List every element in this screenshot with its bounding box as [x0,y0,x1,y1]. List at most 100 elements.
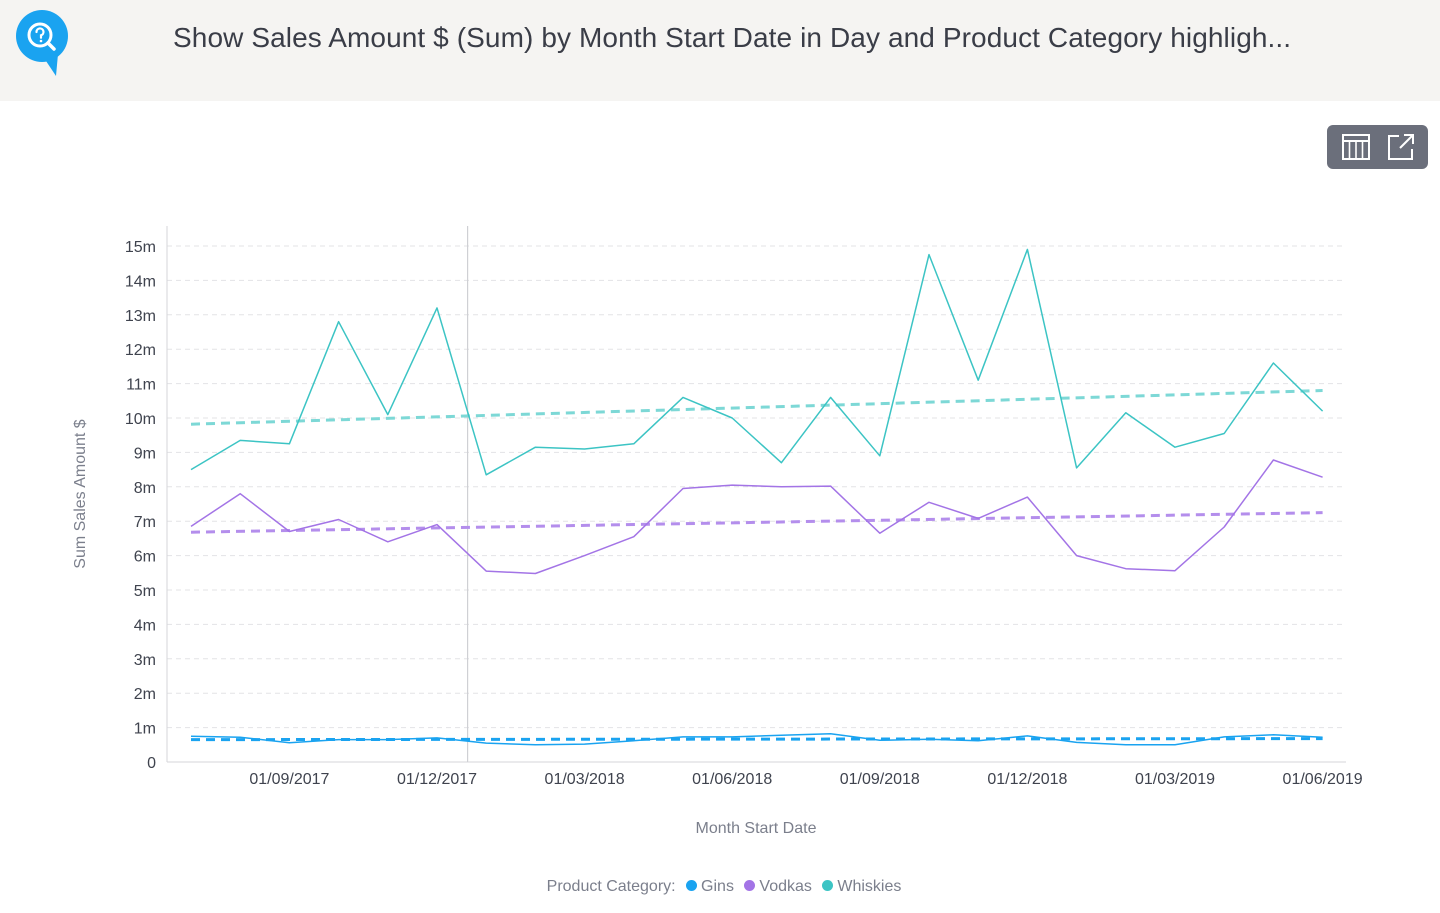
y-tick-label: 3m [134,652,156,669]
x-tick-label: 01/09/2017 [249,771,329,788]
legend-item-gins[interactable]: Gins [686,878,734,896]
legend-dot-gins [686,880,698,891]
data-point-vodkas [778,484,784,490]
data-point-gins [631,738,637,744]
data-point-vodkas [286,529,292,535]
data-point-whiskies [680,394,686,400]
x-tick-label: 01/12/2018 [987,771,1067,788]
data-point-gins [532,742,538,748]
legend-label-vodkas: Vodkas [759,878,812,895]
data-point-vodkas [1320,474,1326,480]
help-search-icon[interactable] [16,10,70,76]
data-point-vodkas [532,570,538,576]
data-point-vodkas [877,530,883,536]
data-point-gins [975,738,981,744]
data-point-gins [926,736,932,742]
y-tick-label: 11m [126,377,156,394]
data-point-gins [1074,739,1080,745]
y-tick-label: 13m [125,308,156,325]
open-external-icon[interactable] [1385,131,1417,163]
data-point-gins [1024,733,1030,739]
series-line-whiskies [190,248,1324,476]
x-tick-label: 01/06/2018 [692,771,772,788]
y-tick-label: 12m [125,342,156,359]
data-point-whiskies [582,446,588,452]
data-point-vodkas [729,482,735,488]
x-tick-label: 01/06/2019 [1283,771,1363,788]
x-tick-label: 01/03/2019 [1135,771,1215,788]
x-tick-label: 01/09/2018 [840,771,920,788]
data-point-gins [1172,742,1178,748]
data-point-gins [1320,734,1326,740]
data-point-vodkas [188,523,194,529]
data-point-whiskies [532,444,538,450]
data-point-gins [1270,732,1276,738]
data-point-whiskies [1123,410,1129,416]
chart-legend: Product Category: Gins Vodkas Whiskies [0,878,1440,896]
table-view-icon[interactable] [1340,131,1372,163]
y-tick-label: 7m [134,514,156,531]
data-point-gins [237,734,243,740]
data-point-vodkas [483,568,489,574]
data-point-vodkas [1074,553,1080,559]
data-point-gins [434,735,440,741]
y-tick-label: 6m [134,549,156,566]
x-axis-title: Month Start Date [696,820,817,837]
y-tick-label: 4m [134,617,156,634]
y-tick-label: 5m [134,583,156,600]
data-point-whiskies [1074,465,1080,471]
y-tick-label: 14m [125,273,156,290]
data-point-whiskies [1270,360,1276,366]
data-point-gins [336,737,342,743]
data-point-gins [582,741,588,747]
data-point-gins [877,737,883,743]
data-point-vodkas [336,516,342,522]
data-point-whiskies [975,377,981,383]
data-point-whiskies [828,394,834,400]
data-point-gins [188,733,194,739]
data-point-vodkas [582,553,588,559]
trend-line-whiskies [190,388,1323,426]
x-tick-label: 01/12/2017 [397,771,477,788]
data-point-vodkas [1270,457,1276,463]
legend-title: Product Category: [546,878,676,895]
data-point-whiskies [729,415,735,421]
data-point-vodkas [926,499,932,505]
data-point-whiskies [778,460,784,466]
data-point-gins [729,734,735,740]
x-tick-label: 01/03/2018 [545,771,625,788]
data-point-gins [1123,742,1129,748]
data-point-gins [778,732,784,738]
y-tick-label: 9m [134,445,156,462]
y-tick-label: 8m [134,480,156,497]
data-point-gins [385,737,391,743]
data-point-vodkas [385,539,391,545]
data-point-gins [286,740,292,746]
data-point-whiskies [926,252,932,258]
legend-label-gins: Gins [701,878,734,895]
data-point-gins [680,734,686,740]
data-point-vodkas [828,483,834,489]
series-line-gins [190,733,1323,746]
data-point-vodkas [680,486,686,492]
data-point-whiskies [1172,444,1178,450]
data-point-whiskies [188,467,194,473]
header-bar: Show Sales Amount $ (Sum) by Month Start… [0,0,1440,101]
data-point-vodkas [1123,566,1129,572]
y-tick-label: 10m [125,411,156,428]
y-tick-label: 1m [134,721,156,738]
data-point-vodkas [1172,568,1178,574]
data-point-whiskies [1024,246,1030,252]
chart-toolbar [1327,125,1428,169]
data-point-gins [828,731,834,737]
data-point-whiskies [237,437,243,443]
data-point-whiskies [483,472,489,478]
legend-item-vodkas[interactable]: Vodkas [744,878,812,896]
data-point-whiskies [336,319,342,325]
data-point-whiskies [631,441,637,447]
data-point-vodkas [631,534,637,540]
data-point-whiskies [434,305,440,311]
legend-dot-vodkas [744,880,756,891]
legend-item-whiskies[interactable]: Whiskies [822,878,901,896]
data-point-whiskies [1221,430,1227,436]
